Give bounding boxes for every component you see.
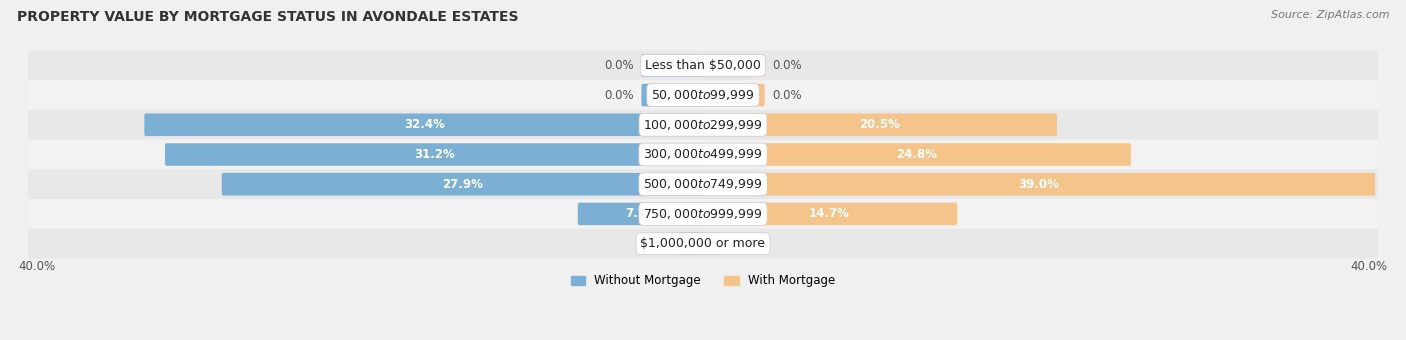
Text: 1.0%: 1.0% bbox=[728, 237, 759, 250]
Text: 0.0%: 0.0% bbox=[605, 59, 634, 72]
Text: $1,000,000 or more: $1,000,000 or more bbox=[641, 237, 765, 250]
FancyBboxPatch shape bbox=[145, 114, 704, 136]
FancyBboxPatch shape bbox=[28, 110, 1378, 140]
Text: 0.0%: 0.0% bbox=[605, 88, 634, 102]
FancyBboxPatch shape bbox=[28, 169, 1378, 199]
Text: 31.2%: 31.2% bbox=[415, 148, 456, 161]
Text: 1.4%: 1.4% bbox=[641, 237, 671, 250]
Text: 20.5%: 20.5% bbox=[859, 118, 900, 131]
Text: 7.2%: 7.2% bbox=[624, 207, 658, 220]
Text: $500,000 to $749,999: $500,000 to $749,999 bbox=[644, 177, 762, 191]
FancyBboxPatch shape bbox=[702, 54, 765, 76]
Text: 0.0%: 0.0% bbox=[772, 88, 801, 102]
FancyBboxPatch shape bbox=[28, 50, 1378, 80]
FancyBboxPatch shape bbox=[28, 140, 1378, 169]
Text: 24.8%: 24.8% bbox=[896, 148, 936, 161]
Text: $750,000 to $999,999: $750,000 to $999,999 bbox=[644, 207, 762, 221]
FancyBboxPatch shape bbox=[28, 229, 1378, 258]
Text: $50,000 to $99,999: $50,000 to $99,999 bbox=[651, 88, 755, 102]
FancyBboxPatch shape bbox=[28, 199, 1378, 229]
FancyBboxPatch shape bbox=[28, 80, 1378, 110]
Text: 40.0%: 40.0% bbox=[1350, 260, 1388, 273]
Legend: Without Mortgage, With Mortgage: Without Mortgage, With Mortgage bbox=[567, 270, 839, 292]
FancyBboxPatch shape bbox=[641, 84, 704, 106]
Text: 27.9%: 27.9% bbox=[443, 178, 484, 191]
Text: $100,000 to $299,999: $100,000 to $299,999 bbox=[644, 118, 762, 132]
FancyBboxPatch shape bbox=[165, 143, 704, 166]
Text: $300,000 to $499,999: $300,000 to $499,999 bbox=[644, 148, 762, 162]
FancyBboxPatch shape bbox=[702, 232, 721, 255]
FancyBboxPatch shape bbox=[702, 203, 957, 225]
FancyBboxPatch shape bbox=[222, 173, 704, 196]
FancyBboxPatch shape bbox=[702, 143, 1130, 166]
FancyBboxPatch shape bbox=[641, 54, 704, 76]
FancyBboxPatch shape bbox=[702, 84, 765, 106]
Text: Less than $50,000: Less than $50,000 bbox=[645, 59, 761, 72]
Text: 14.7%: 14.7% bbox=[808, 207, 849, 220]
Text: 39.0%: 39.0% bbox=[1018, 178, 1059, 191]
Text: 32.4%: 32.4% bbox=[404, 118, 444, 131]
FancyBboxPatch shape bbox=[702, 173, 1375, 196]
FancyBboxPatch shape bbox=[702, 114, 1057, 136]
FancyBboxPatch shape bbox=[678, 232, 704, 255]
Text: Source: ZipAtlas.com: Source: ZipAtlas.com bbox=[1271, 10, 1389, 20]
Text: 40.0%: 40.0% bbox=[18, 260, 56, 273]
FancyBboxPatch shape bbox=[578, 203, 704, 225]
Text: 0.0%: 0.0% bbox=[772, 59, 801, 72]
Text: PROPERTY VALUE BY MORTGAGE STATUS IN AVONDALE ESTATES: PROPERTY VALUE BY MORTGAGE STATUS IN AVO… bbox=[17, 10, 519, 24]
